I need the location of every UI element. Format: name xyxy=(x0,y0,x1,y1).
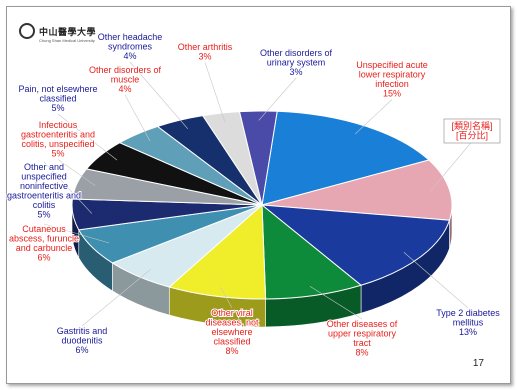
leader-line-other-disorders-of-muscle-10 xyxy=(124,94,151,142)
leader-line-type-2-diabetes-mellitus-2 xyxy=(403,252,469,309)
slice-label-line: syndromes xyxy=(108,42,153,52)
slice-label-line: Other headache xyxy=(98,32,163,42)
slice-label-line: Gastritis and xyxy=(57,326,108,336)
slice-label-line: colitis, unspecified xyxy=(21,139,94,149)
slice-label-line: lower respiratory xyxy=(359,70,426,80)
slice-label-line: [類別名稱] xyxy=(451,120,492,131)
slice-label-line: Cutaneous xyxy=(22,224,66,234)
slice-label-line: noninfective xyxy=(20,181,68,191)
slice-label-line: Unspecified acute xyxy=(356,60,428,70)
slice-label-line: elsewhere xyxy=(211,327,252,337)
slice-label-line: 6% xyxy=(37,253,50,263)
leader-line-other-viral-diseases-not-elsewhere-classified-4 xyxy=(220,286,233,309)
leader-line-gastritis-and-duodenitis-5 xyxy=(81,269,151,327)
slice-label-line: gastroenteritis and xyxy=(7,191,81,201)
slice-label-line: Type 2 diabetes xyxy=(436,308,500,318)
slice-label-line: muscle xyxy=(111,75,140,85)
slice-label-line: upper respiratory xyxy=(328,329,397,339)
slice-label-line: tract xyxy=(353,338,371,348)
logo-text: 中山醫學大學 xyxy=(39,27,97,38)
slice-label-line: Other disorders of xyxy=(260,48,333,58)
slice-label-line: [百分比] xyxy=(456,130,488,141)
slice-label-line: diseases, not xyxy=(205,318,259,328)
slice-label-line: 8% xyxy=(355,348,368,358)
slice-label-line: 3% xyxy=(198,52,211,62)
slice-label-line: colitis xyxy=(33,200,56,210)
legend-box xyxy=(443,118,501,144)
leader-line-infectious-gastroenteritis-and-colitis-unspecified-8 xyxy=(57,159,96,187)
university-logo: 中山醫學大學 xyxy=(19,23,96,39)
logo-subtext: Chung Shan Medical University xyxy=(39,38,95,43)
slice-label-line: 8% xyxy=(225,346,238,356)
slice-label-line: 13% xyxy=(459,327,477,337)
slice-label-line: duodenitis xyxy=(61,336,103,346)
slice-label-line: urinary system xyxy=(267,58,326,68)
leader-line-other-arthritis-12 xyxy=(204,62,226,123)
leader-line-cutaneous-abscess-furuncle-and-carbuncle-6 xyxy=(43,223,110,244)
leader-line-other-headache-syndromes-11 xyxy=(129,61,188,129)
slice-label-line: Other viral xyxy=(211,308,253,318)
slice-label-line: classified xyxy=(213,337,250,347)
university-emblem-icon xyxy=(19,23,35,39)
slice-label-line: 6% xyxy=(75,345,88,355)
slice-label-line: abscess, furuncle xyxy=(9,234,79,244)
leader-line-other-and-unspecified-noninfective-gastroenteritis-and-colitis-7 xyxy=(43,161,93,214)
slice-label-line: mellitus xyxy=(453,318,484,328)
slice-label-line: Other disorders of xyxy=(89,65,162,75)
page-number: 17 xyxy=(472,358,484,369)
pie-slice-type-2-diabetes-mellitus-2 xyxy=(260,204,451,286)
pie-slice--1 xyxy=(261,159,453,221)
slice-label-line: unspecified xyxy=(21,172,67,182)
pie-slice-other-viral-diseases-not-elsewhere-classified-4 xyxy=(168,203,267,300)
slice-label-line: 15% xyxy=(383,89,401,99)
slice-label-line: 4% xyxy=(123,51,136,61)
slice-label-line: Other diseases of xyxy=(327,319,398,329)
slice-label-line: Other and xyxy=(24,162,64,172)
slice-label--1: [類別名稱][百分比] xyxy=(443,118,501,144)
slice-label-line: 5% xyxy=(37,210,50,220)
leader-line-pain-not-elsewhere-classified-9 xyxy=(57,113,118,161)
pie-slice-unspecified-acute-lower-respiratory-infection-0 xyxy=(261,110,430,206)
leader-line--1 xyxy=(430,141,473,192)
pie-slice-other-disorders-of-urinary-system-13 xyxy=(238,110,278,206)
leader-line-other-disorders-of-urinary-system-13 xyxy=(258,77,297,121)
slice-label-line: Pain, not elsewhere xyxy=(18,84,97,94)
slice-label-other-and-unspecified-noninfective-gastroenteritis-and-colitis-7: Other andunspecifiednoninfectivegastroen… xyxy=(6,161,82,221)
slice-label-line: and carbuncle xyxy=(16,243,73,253)
leader-line-other-diseases-of-upper-respiratory-tract-3 xyxy=(309,285,363,320)
slice-label-line: Other arthritis xyxy=(178,42,233,52)
leader-line-unspecified-acute-lower-respiratory-infection-0 xyxy=(354,99,393,135)
slice-label-line: infection xyxy=(375,79,409,89)
slice-label-line: Infectious xyxy=(39,120,78,130)
pie-slice-other-diseases-of-upper-respiratory-tract-3 xyxy=(261,203,363,300)
slice-label-line: 4% xyxy=(118,84,131,94)
slice-label-line: 5% xyxy=(51,149,64,159)
slice-label-line: 5% xyxy=(51,103,64,113)
slice-label-line: 3% xyxy=(289,67,302,77)
slice-label-line: classified xyxy=(39,94,76,104)
slice-label-line: gastroenteritis and xyxy=(21,130,95,140)
